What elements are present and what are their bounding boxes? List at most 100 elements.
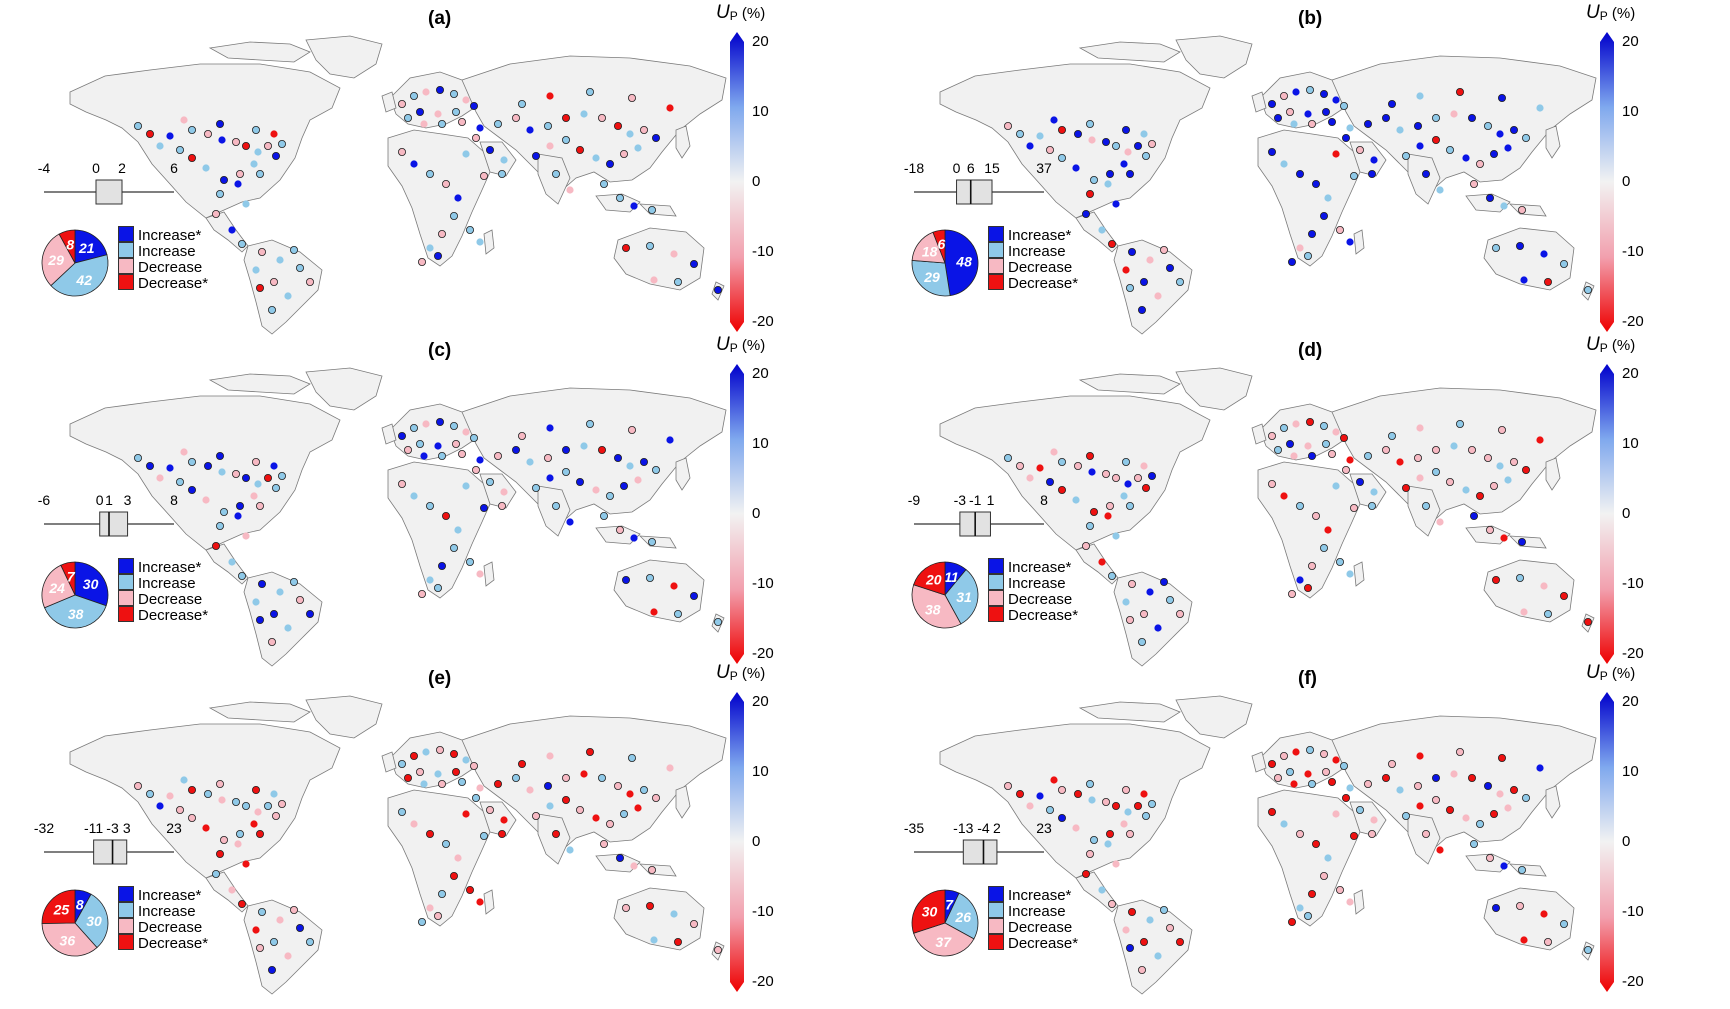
station-marker <box>397 760 406 769</box>
land-shape <box>638 863 677 877</box>
station-marker <box>690 919 699 928</box>
station-marker <box>1432 446 1441 455</box>
land-shape <box>1075 211 1119 253</box>
station-marker <box>1387 760 1396 769</box>
station-marker <box>1490 482 1499 491</box>
station-marker <box>156 474 164 482</box>
box-value-label: 37 <box>1036 160 1052 176</box>
station-marker <box>497 829 506 838</box>
station-marker <box>469 102 478 111</box>
station-marker <box>434 110 442 118</box>
pie-slice <box>41 922 98 957</box>
station-marker <box>175 146 184 155</box>
station-marker <box>1295 829 1304 838</box>
colorbar-tick-label: -10 <box>752 903 774 920</box>
station-marker <box>1520 608 1528 616</box>
station-marker <box>1104 512 1112 520</box>
station-marker <box>219 835 228 844</box>
station-marker <box>652 134 661 143</box>
station-marker <box>254 148 262 156</box>
station-marker <box>674 609 683 618</box>
station-marker <box>145 790 154 799</box>
land-shape <box>1353 229 1365 255</box>
station-marker <box>1139 609 1148 618</box>
station-marker <box>218 468 226 476</box>
station-marker <box>1346 238 1354 246</box>
station-marker <box>1137 965 1146 974</box>
station-marker <box>566 518 574 526</box>
station-marker <box>1446 478 1455 487</box>
legend-item: Increase* <box>118 226 201 244</box>
world-map <box>939 695 1597 995</box>
station-marker <box>270 790 278 798</box>
station-marker <box>1319 90 1328 99</box>
station-marker <box>1121 126 1130 135</box>
station-marker <box>1402 152 1411 161</box>
station-marker <box>289 577 298 586</box>
map-panel-b: (b) -18 0 6 15 37 48 29 18 6 Increase* Increase Decr… <box>870 2 1730 344</box>
station-marker <box>1402 484 1411 493</box>
station-marker <box>1381 446 1390 455</box>
station-marker <box>1432 136 1441 145</box>
station-marker <box>1335 557 1344 566</box>
station-marker <box>1476 492 1485 501</box>
station-marker <box>1140 130 1148 138</box>
station-marker <box>1490 150 1499 159</box>
station-marker <box>469 434 478 443</box>
colorbar-subscript: P <box>729 341 738 355</box>
pie-value-label: 38 <box>925 602 941 618</box>
station-marker <box>1484 122 1493 131</box>
station-marker <box>666 764 674 772</box>
station-marker <box>1486 525 1495 534</box>
station-marker <box>454 854 462 862</box>
legend-item: Increase* <box>118 886 201 904</box>
station-marker <box>1304 442 1312 450</box>
station-marker <box>284 624 292 632</box>
land-shape <box>1113 239 1193 335</box>
panel-label: (c) <box>428 340 452 361</box>
station-marker <box>1290 120 1298 128</box>
station-marker <box>1332 428 1340 436</box>
pie-value-label: 7 <box>945 896 954 912</box>
station-marker <box>562 796 571 805</box>
station-marker <box>462 150 470 158</box>
station-marker <box>219 507 228 516</box>
station-marker <box>1492 575 1501 584</box>
station-marker <box>1349 831 1358 840</box>
station-marker <box>1036 792 1044 800</box>
station-marker <box>586 88 595 97</box>
square-swatch-pink-icon <box>988 258 1004 274</box>
station-marker <box>1175 277 1184 286</box>
box-value-label: 3 <box>123 492 132 508</box>
station-marker <box>449 422 458 431</box>
station-marker <box>422 88 430 96</box>
land-shape <box>1251 423 1267 445</box>
station-marker <box>1327 778 1336 787</box>
colorbar-gradient <box>1600 364 1614 664</box>
box-plot: -6 0 1 3 8 <box>34 490 184 540</box>
station-marker <box>670 910 678 918</box>
station-marker <box>166 792 174 800</box>
station-marker <box>1085 452 1094 461</box>
station-marker <box>1279 92 1288 101</box>
station-marker <box>1414 122 1423 131</box>
station-marker <box>187 458 196 467</box>
station-marker <box>552 501 561 510</box>
station-marker <box>1303 583 1312 592</box>
station-marker <box>1346 784 1354 792</box>
station-marker <box>580 110 588 118</box>
station-marker <box>1141 812 1150 821</box>
colorbar-variable: U <box>716 662 730 683</box>
square-swatch-red-icon <box>988 606 1004 622</box>
station-marker <box>1319 543 1328 552</box>
station-marker <box>566 846 574 854</box>
station-marker <box>1540 582 1548 590</box>
station-marker <box>1335 885 1344 894</box>
map-panel-e: (e) -32 -11 -3 3 23 8 30 36 25 Increase* Increase De… <box>0 662 860 1004</box>
station-marker <box>269 277 278 286</box>
colorbar-tick-label: -10 <box>1622 903 1644 920</box>
pie-value-label: 37 <box>935 934 952 950</box>
colorbar-tick-label: 0 <box>752 173 761 190</box>
station-marker <box>1045 806 1054 815</box>
station-marker <box>1319 871 1328 880</box>
